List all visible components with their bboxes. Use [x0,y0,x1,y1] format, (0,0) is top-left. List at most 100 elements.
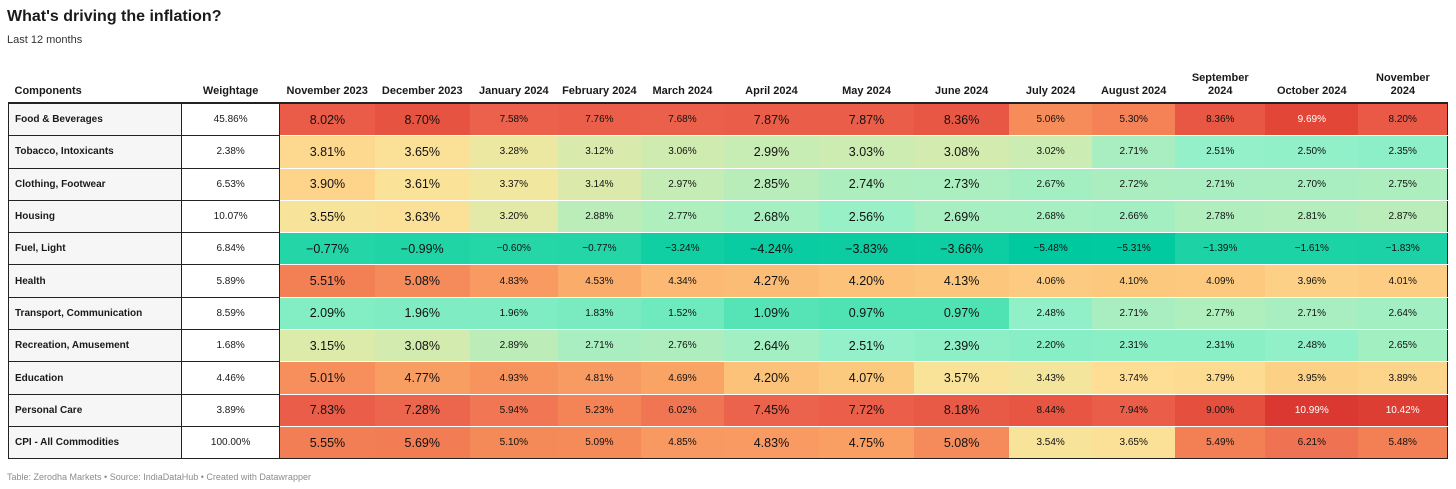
heatmap-cell: 4.07% [819,361,915,395]
heatmap-cell: 4.53% [557,264,641,298]
heatmap-cell: 2.97% [640,168,724,201]
heatmap-cell: 4.83% [723,426,819,460]
heatmap-cell: 1.96% [469,297,558,331]
heatmap-cell: 2.64% [1358,297,1449,331]
heatmap-cell: 2.64% [723,329,819,363]
heatmap-cell: 4.20% [819,264,915,298]
heatmap-cell: 8.02% [279,103,375,137]
heatmap-cell: 2.77% [1175,297,1266,331]
heatmap-cell: 2.50% [1265,135,1359,169]
heatmap-cell: 8.20% [1358,103,1449,137]
heatmap-cell: 2.48% [1009,297,1093,331]
heatmap-cell: 2.51% [819,329,915,363]
heatmap-cell: 3.65% [374,135,470,169]
weightage-cell: 6.53% [181,168,281,201]
heatmap-cell: 2.20% [1009,329,1093,363]
heatmap-cell: 5.06% [1009,103,1093,137]
column-header: September 2024 [1175,68,1266,104]
heatmap-cell: 4.09% [1175,264,1266,298]
table-row: Tobacco, Intoxicants 2.38% 3.81% 3.65% 3.28%… [7,135,1449,169]
heatmap-cell: 5.08% [374,264,470,298]
heatmap-cell: 8.36% [914,103,1010,137]
heatmap-cell: 2.35% [1358,135,1449,169]
heatmap-cell: 3.63% [374,200,470,234]
heatmap-cell: 2.48% [1265,329,1359,363]
weightage-cell: 1.68% [181,329,281,363]
table-row: Food & Beverages 45.86% 8.02% 8.70% 7.58% 7.7… [7,103,1449,137]
weightage-cell: 4.46% [181,361,281,395]
heatmap-cell: 4.20% [723,361,819,395]
heatmap-cell: 7.68% [640,103,724,137]
heatmap-cell: −0.99% [374,232,470,266]
weightage-cell: 2.38% [181,135,281,169]
column-header: February 2024 [557,68,641,104]
column-header: August 2024 [1092,68,1176,104]
row-label: Health [7,264,182,298]
heatmap-cell: 4.10% [1092,264,1176,298]
row-label: Clothing, Footwear [7,168,182,201]
heatmap-cell: 4.34% [640,264,724,298]
heatmap-cell: 3.57% [914,361,1010,395]
heatmap-cell: 3.08% [914,135,1010,169]
heatmap-cell: 1.52% [640,297,724,331]
heatmap-cell: 7.28% [374,394,470,427]
heatmap-cell: 5.09% [557,426,641,460]
heatmap-cell: 2.85% [723,168,819,201]
heatmap-cell: 2.73% [914,168,1010,201]
heatmap-cell: 3.37% [469,168,558,201]
heatmap-cell: 7.94% [1092,394,1176,427]
weightage-cell: 6.84% [181,232,281,266]
heatmap-cell: 3.79% [1175,361,1266,395]
heatmap-cell: −0.77% [279,232,375,266]
heatmap-cell: 3.65% [1092,426,1176,460]
weightage-cell: 8.59% [181,297,281,331]
heatmap-cell: 3.55% [279,200,375,234]
column-header: December 2023 [374,68,470,104]
heatmap-cell: 3.02% [1009,135,1093,169]
table-row: Transport, Communication 8.59% 2.09% 1.96% 1… [7,297,1449,331]
weightage-cell: 100.00% [181,426,281,460]
heatmap-cell: 5.49% [1175,426,1266,460]
row-label: Personal Care [7,394,182,427]
heatmap-cell: 2.67% [1009,168,1093,201]
column-header: October 2024 [1265,68,1359,104]
column-header: June 2024 [914,68,1010,104]
heatmap-cell: 3.95% [1265,361,1359,395]
heatmap-cell: 3.81% [279,135,375,169]
heatmap-cell: 7.83% [279,394,375,427]
heatmap-cell: 4.69% [640,361,724,395]
heatmap-cell: −0.77% [557,232,641,266]
heatmap-cell: −5.48% [1009,232,1093,266]
column-header: November 2024 [1358,68,1448,104]
heatmap-cell: 3.89% [1358,361,1449,395]
row-label: Transport, Communication [7,297,182,331]
heatmap-cell: 2.71% [1092,135,1176,169]
heatmap-cell: 2.70% [1265,168,1359,201]
table-row: CPI - All Commodities 100.00% 5.55% 5.69% 5.… [7,426,1449,460]
heatmap-cell: 2.76% [640,329,724,363]
heatmap-table: Components Weightage November 2023 December… [7,68,1449,460]
heatmap-cell: 4.81% [557,361,641,395]
heatmap-cell: 5.55% [279,426,375,460]
heatmap-cell: 4.13% [914,264,1010,298]
heatmap-cell: 2.99% [723,135,819,169]
heatmap-cell: 8.18% [914,394,1010,427]
heatmap-cell: 6.21% [1265,426,1359,460]
heatmap-cell: 7.58% [469,103,558,137]
chart-subtitle: Last 12 months [7,34,83,46]
heatmap-cell: 3.96% [1265,264,1359,298]
heatmap-cell: 5.10% [469,426,558,460]
heatmap-cell: 2.56% [819,200,915,234]
chart-footer: Table: Zerodha Markets • Source: IndiaDa… [7,472,311,482]
heatmap-cell: 2.69% [914,200,1010,234]
heatmap-cell: 8.36% [1175,103,1266,137]
heatmap-cell: 2.88% [557,200,641,234]
heatmap-cell: −3.24% [640,232,724,266]
heatmap-cell: 2.71% [1175,168,1266,201]
weightage-cell: 3.89% [181,394,281,427]
heatmap-cell: 2.75% [1358,168,1449,201]
heatmap-cell: 5.23% [557,394,641,427]
heatmap-cell: 3.61% [374,168,470,201]
heatmap-cell: 5.48% [1358,426,1449,460]
heatmap-cell: 2.74% [819,168,915,201]
